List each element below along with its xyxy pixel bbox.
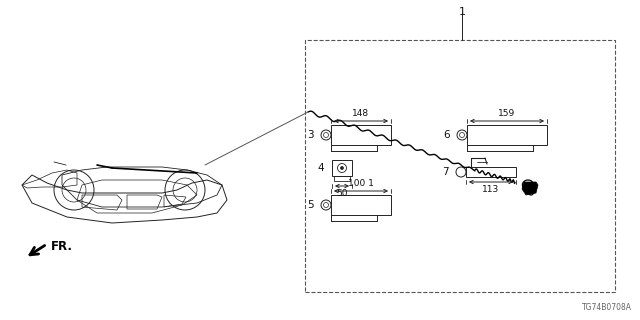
Text: 5: 5	[307, 200, 314, 210]
Bar	[332, 160, 352, 176]
Circle shape	[323, 203, 328, 207]
Text: 148: 148	[353, 109, 369, 118]
Polygon shape	[522, 182, 538, 195]
Text: 113: 113	[483, 185, 500, 194]
Circle shape	[321, 130, 331, 140]
Bar	[305, 40, 615, 292]
Bar	[466, 167, 516, 177]
Text: 4: 4	[317, 163, 324, 173]
Text: TG74B0708A: TG74B0708A	[582, 303, 632, 312]
Circle shape	[340, 166, 344, 170]
Circle shape	[460, 132, 465, 138]
Bar	[334, 176, 350, 181]
Bar	[467, 125, 547, 145]
Circle shape	[456, 167, 466, 177]
Text: 7: 7	[442, 167, 449, 177]
Circle shape	[323, 132, 328, 138]
Text: 6: 6	[444, 130, 450, 140]
Text: 1: 1	[458, 7, 465, 17]
Text: 159: 159	[499, 109, 516, 118]
Bar	[331, 195, 391, 215]
Bar	[331, 125, 391, 145]
Text: 50: 50	[336, 189, 348, 198]
Circle shape	[321, 200, 331, 210]
Text: FR.: FR.	[51, 239, 73, 252]
Text: 100 1: 100 1	[348, 179, 374, 188]
Circle shape	[457, 130, 467, 140]
Text: 3: 3	[307, 130, 314, 140]
